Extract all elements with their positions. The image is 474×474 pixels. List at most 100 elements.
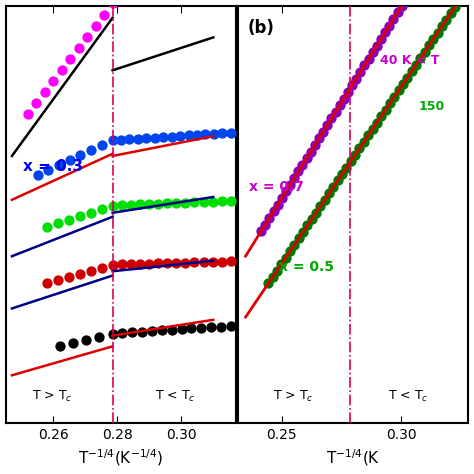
Point (282, 254, 290, 262)
Point (145, 260, 153, 267)
Point (227, 322, 235, 330)
Point (412, 61, 419, 69)
Point (282, 188, 290, 195)
Point (291, 174, 298, 182)
Point (118, 261, 126, 268)
Point (311, 141, 319, 149)
Point (87, 146, 95, 154)
Point (304, 222, 311, 229)
Point (307, 148, 315, 155)
Point (198, 324, 205, 332)
Point (361, 62, 368, 69)
Text: x = 0.3: x = 0.3 (23, 159, 83, 173)
Point (377, 35, 385, 43)
Point (334, 177, 342, 184)
Text: T > T$_c$: T > T$_c$ (32, 389, 72, 404)
Point (317, 202, 324, 210)
Point (338, 170, 346, 178)
Point (382, 28, 389, 36)
Point (340, 95, 347, 102)
Point (403, 74, 411, 82)
Point (98, 142, 106, 149)
Point (76, 270, 83, 278)
Point (45, 166, 52, 173)
Point (377, 112, 385, 120)
Point (351, 151, 359, 158)
Point (434, 29, 441, 36)
Point (265, 214, 273, 222)
Point (138, 328, 146, 336)
Point (127, 201, 135, 209)
Point (66, 156, 73, 164)
Text: (b): (b) (248, 18, 275, 36)
Text: x = 0.7: x = 0.7 (249, 181, 304, 194)
Point (274, 201, 282, 209)
Point (154, 260, 162, 267)
Point (127, 260, 135, 268)
Point (391, 93, 398, 100)
Point (100, 11, 108, 18)
Point (343, 164, 350, 172)
Point (159, 133, 167, 141)
Point (200, 258, 207, 266)
Point (200, 198, 207, 206)
Point (34, 171, 41, 179)
Point (365, 55, 373, 63)
Point (219, 129, 226, 137)
Point (126, 136, 133, 143)
Point (151, 134, 159, 141)
Point (178, 325, 185, 333)
Point (202, 130, 210, 138)
Point (257, 228, 265, 235)
Point (270, 208, 277, 215)
Point (352, 75, 360, 82)
Point (286, 247, 294, 255)
Point (164, 200, 171, 207)
Point (65, 273, 73, 281)
Point (92, 22, 100, 29)
Point (286, 181, 294, 189)
Point (193, 131, 201, 139)
Point (425, 42, 433, 49)
Point (356, 68, 364, 76)
Point (299, 228, 307, 236)
Point (77, 151, 84, 159)
Point (360, 138, 368, 146)
Point (54, 219, 62, 227)
Point (399, 80, 407, 88)
Point (54, 276, 62, 284)
Point (394, 9, 401, 16)
Point (41, 88, 49, 96)
Point (398, 2, 405, 9)
Point (65, 216, 73, 224)
Point (109, 137, 117, 144)
Point (209, 258, 217, 266)
Point (344, 88, 352, 96)
Point (49, 77, 57, 85)
Point (451, 3, 459, 10)
Point (421, 48, 428, 55)
Point (145, 201, 153, 208)
Point (264, 280, 272, 287)
Point (329, 183, 337, 191)
Point (385, 22, 393, 29)
Point (269, 273, 276, 281)
Point (308, 215, 316, 223)
Point (191, 199, 198, 206)
Point (58, 66, 65, 73)
Point (369, 48, 376, 56)
Point (109, 261, 117, 268)
Point (176, 132, 184, 140)
Point (69, 339, 77, 346)
Point (82, 336, 90, 344)
Point (395, 87, 402, 94)
Point (443, 16, 450, 24)
Point (188, 325, 195, 332)
Point (323, 121, 331, 129)
Point (438, 22, 446, 30)
Point (332, 108, 339, 116)
Point (373, 119, 381, 127)
Point (136, 201, 144, 208)
Point (218, 198, 226, 205)
Point (262, 221, 269, 228)
